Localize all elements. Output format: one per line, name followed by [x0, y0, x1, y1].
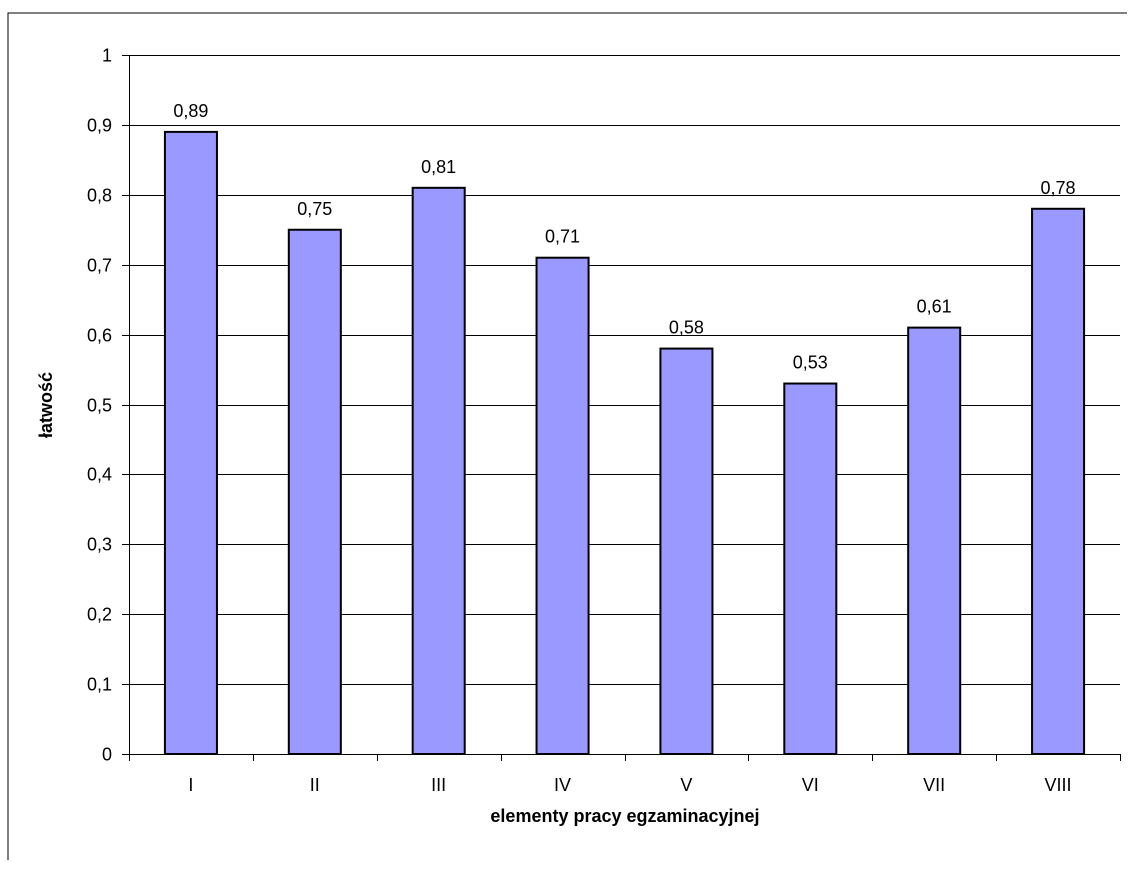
bars	[163, 130, 1086, 755]
data-label: 0,75	[297, 199, 332, 219]
y-tick-label: 0,1	[87, 675, 112, 695]
data-label: 0,81	[421, 157, 456, 177]
axes	[122, 55, 1121, 761]
y-axis-title: łatwość	[36, 372, 56, 438]
bar-v	[659, 347, 714, 755]
data-label: 0,89	[173, 101, 208, 121]
bar-vi	[783, 382, 838, 755]
bar-viii	[1031, 207, 1086, 755]
y-tick-label: 0,6	[87, 326, 112, 346]
x-tick-label: V	[680, 775, 692, 795]
bar-i	[163, 130, 218, 755]
data-label: 0,71	[545, 227, 580, 247]
x-axis-title: elementy pracy egzaminacyjnej	[490, 806, 759, 826]
bar-iii	[411, 186, 466, 755]
bar-vii	[907, 326, 962, 755]
data-label: 0,78	[1041, 178, 1076, 198]
x-tick-label: IV	[554, 775, 571, 795]
y-tick-label: 0,5	[87, 396, 112, 416]
y-tick-label: 0	[102, 745, 112, 765]
x-tick-label: VI	[802, 775, 819, 795]
y-tick-label: 0,3	[87, 535, 112, 555]
data-label: 0,53	[793, 353, 828, 373]
gridlines	[129, 55, 1120, 685]
data-label: 0,61	[917, 297, 952, 317]
y-tick-label: 0,8	[87, 186, 112, 206]
x-tick-label: I	[188, 775, 193, 795]
x-tick-label: VII	[923, 775, 945, 795]
y-tick-label: 0,7	[87, 256, 112, 276]
y-tick-label: 0,9	[87, 116, 112, 136]
labels: 0 0,1 0,2 0,3 0,4 0,5 0,6 0,7 0,8 0,9 1 0,89 I 0,75 II…	[87, 46, 1076, 796]
data-label: 0,58	[669, 318, 704, 338]
x-tick-label: VIII	[1045, 775, 1072, 795]
y-tick-label: 0,4	[87, 465, 112, 485]
y-tick-label: 0,2	[87, 605, 112, 625]
y-tick-label: 1	[102, 46, 112, 66]
x-tick-label: II	[310, 775, 320, 795]
bar-ii	[287, 228, 342, 755]
x-tick-label: III	[431, 775, 446, 795]
chart-border	[7, 12, 1127, 860]
bar-iv	[535, 256, 590, 755]
